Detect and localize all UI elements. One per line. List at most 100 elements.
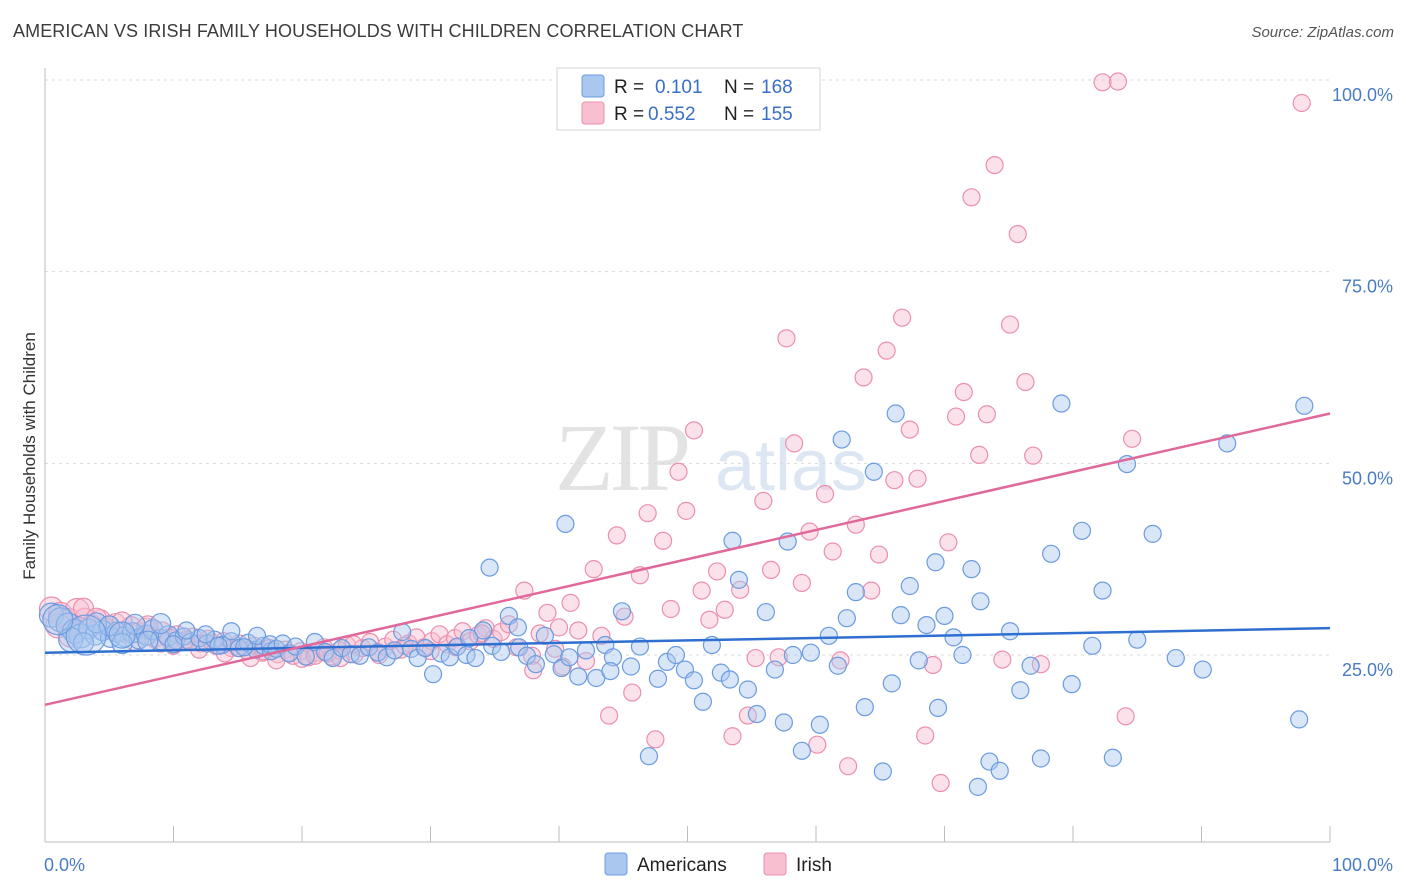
irish-point xyxy=(669,462,688,481)
americans-point xyxy=(639,747,659,766)
americans-point xyxy=(177,621,196,640)
americans-point xyxy=(657,652,677,672)
irish-point xyxy=(777,329,796,348)
americans-trend-line xyxy=(44,626,1331,654)
legend: R = 0.101 N = 168 R = 0.552 N = 155 xyxy=(556,67,821,131)
americans-point xyxy=(423,665,443,684)
americans-point xyxy=(1295,396,1314,415)
americans-point xyxy=(569,667,588,686)
legend-americans-r-value: 0.101 xyxy=(655,77,703,98)
americans-point xyxy=(765,660,784,679)
source-label: Source: ZipAtlas.com xyxy=(1251,24,1394,41)
legend-americans-r-label: R = xyxy=(614,77,644,98)
irish-point xyxy=(823,542,842,561)
legend-irish-n-value: 155 xyxy=(761,104,793,125)
americans-point xyxy=(693,692,713,711)
irish-point xyxy=(592,626,611,645)
irish-point xyxy=(792,573,811,593)
irish-point xyxy=(954,382,973,402)
irish-point xyxy=(700,610,719,629)
irish-point xyxy=(1000,315,1020,334)
americans-point xyxy=(873,762,892,781)
americans-point xyxy=(474,621,493,640)
americans-point xyxy=(576,641,596,660)
irish-point xyxy=(977,405,997,424)
irish-point xyxy=(492,622,511,642)
irish-point xyxy=(923,655,943,675)
chart-title: AMERICAN VS IRISH FAMILY HOUSEHOLDS WITH… xyxy=(13,21,744,41)
americans-point xyxy=(819,626,838,645)
americans-point xyxy=(648,669,668,688)
americans-point xyxy=(1042,544,1061,563)
irish-point xyxy=(854,368,873,387)
americans-point xyxy=(917,615,936,635)
americans-point xyxy=(855,698,874,717)
irish-point xyxy=(746,648,765,668)
irish-point xyxy=(885,471,904,490)
irish-point xyxy=(869,545,889,564)
legend-americans-n-label: N = xyxy=(724,77,754,98)
americans-point xyxy=(729,570,749,589)
irish-point xyxy=(946,407,966,426)
irish-point xyxy=(892,308,912,327)
americans-point xyxy=(837,609,856,628)
irish-point xyxy=(1116,707,1135,726)
irish-point xyxy=(623,683,642,702)
americans-cluster-point xyxy=(108,621,136,649)
americans-point xyxy=(296,647,315,666)
irish-point xyxy=(653,531,673,550)
americans-point xyxy=(164,635,183,654)
americans-point xyxy=(828,656,847,675)
americans-point xyxy=(222,622,241,641)
americans-point xyxy=(971,592,990,611)
americans-cluster-point xyxy=(65,614,107,656)
americans-point xyxy=(1166,648,1185,668)
y-tick-labels: 25.0% 50.0% 75.0% 100.0% xyxy=(1332,85,1393,680)
americans-point xyxy=(1103,748,1122,767)
legend-irish-r-label: R = xyxy=(614,104,644,125)
irish-point xyxy=(985,156,1004,175)
americans-point xyxy=(621,657,641,676)
y-tick-label: 50.0% xyxy=(1342,468,1393,488)
y-axis-label: Family Households with Children xyxy=(20,332,39,580)
irish-point xyxy=(877,341,896,360)
americans-point xyxy=(783,645,802,665)
americans-point xyxy=(1072,521,1092,540)
americans-point xyxy=(560,648,579,667)
americans-point xyxy=(466,648,485,668)
americans-point xyxy=(684,671,704,690)
bottom-legend: Americans Irish xyxy=(604,852,832,876)
americans-point xyxy=(235,638,254,657)
irish-trend-line xyxy=(44,412,1331,707)
irish-point xyxy=(549,618,569,637)
americans-point xyxy=(968,777,988,796)
irish-point xyxy=(1292,93,1311,113)
americans-point xyxy=(882,674,901,693)
irish-point xyxy=(1123,429,1142,448)
legend-americans-swatch xyxy=(581,74,605,98)
americans-point xyxy=(738,680,757,699)
irish-point xyxy=(815,484,835,504)
americans-point xyxy=(935,606,954,626)
americans-point xyxy=(209,636,228,655)
americans-point xyxy=(1000,622,1020,641)
irish-point xyxy=(584,560,603,579)
americans-point xyxy=(962,560,981,579)
irish-point xyxy=(522,646,542,665)
irish-point xyxy=(785,434,804,453)
americans-point xyxy=(944,628,963,647)
irish-point xyxy=(962,188,981,207)
americans-point xyxy=(1193,660,1212,679)
americans-point xyxy=(756,602,775,622)
irish-point xyxy=(916,726,935,745)
americans-point xyxy=(323,648,342,668)
irish-point xyxy=(931,773,950,793)
americans-point xyxy=(900,576,919,596)
americans-point xyxy=(711,663,731,682)
irish-point xyxy=(1093,73,1112,92)
irish-point xyxy=(707,562,727,581)
bottom-legend-irish-label: Irish xyxy=(796,855,832,876)
americans-point xyxy=(832,430,851,449)
americans-point xyxy=(864,462,883,481)
